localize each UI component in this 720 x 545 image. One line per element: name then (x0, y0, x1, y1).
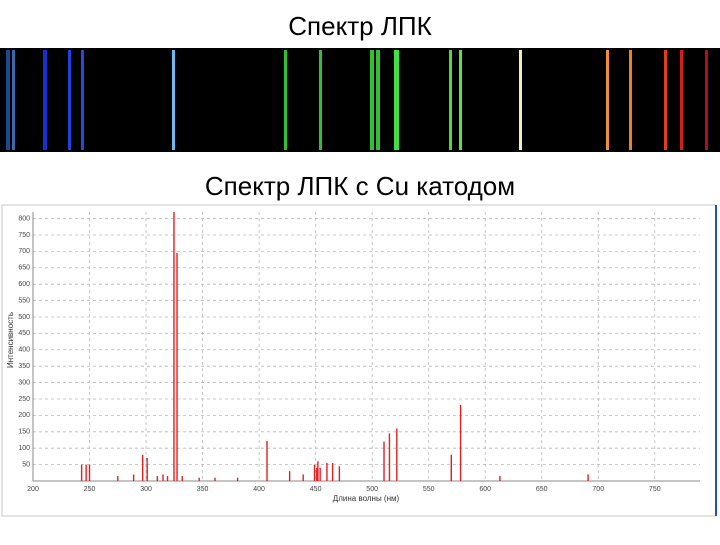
x-tick-label: 500 (366, 486, 378, 493)
x-tick-label: 700 (592, 486, 604, 493)
x-tick-label: 300 (140, 486, 152, 493)
y-tick-label: 350 (18, 363, 30, 370)
y-tick-label: 250 (18, 396, 30, 403)
x-tick-label: 600 (479, 486, 491, 493)
y-tick-label: 400 (18, 347, 30, 354)
y-tick-label: 100 (18, 445, 30, 452)
y-tick-label: 750 (18, 232, 30, 239)
y-tick-label: 50 (22, 461, 30, 468)
y-tick-label: 600 (18, 281, 30, 288)
chart-frame (1, 204, 717, 517)
y-tick-label: 450 (18, 330, 30, 337)
x-tick-label: 250 (84, 486, 96, 493)
y-tick-label: 300 (18, 379, 30, 386)
x-tick-label: 750 (649, 486, 661, 493)
y-axis-label: Интенсивность (6, 312, 15, 368)
slide-subtitle: Спектр ЛПК с Cu катодом (205, 171, 515, 201)
x-axis-label: Длина волны (нм) (333, 494, 400, 503)
y-tick-label: 150 (18, 429, 30, 436)
y-tick-label: 650 (18, 265, 30, 272)
x-tick-label: 550 (423, 486, 435, 493)
x-tick-label: 650 (536, 486, 548, 493)
spectrum-band (0, 48, 720, 152)
y-tick-label: 550 (18, 297, 30, 304)
y-tick-label: 800 (18, 215, 30, 222)
x-tick-label: 350 (197, 486, 209, 493)
y-tick-label: 500 (18, 314, 30, 321)
y-tick-label: 700 (18, 248, 30, 255)
x-tick-label: 400 (253, 486, 265, 493)
x-tick-label: 200 (27, 486, 39, 493)
y-tick-label: 200 (18, 412, 30, 419)
slide-title: Спектр ЛПК (288, 11, 431, 41)
x-tick-label: 450 (310, 486, 322, 493)
